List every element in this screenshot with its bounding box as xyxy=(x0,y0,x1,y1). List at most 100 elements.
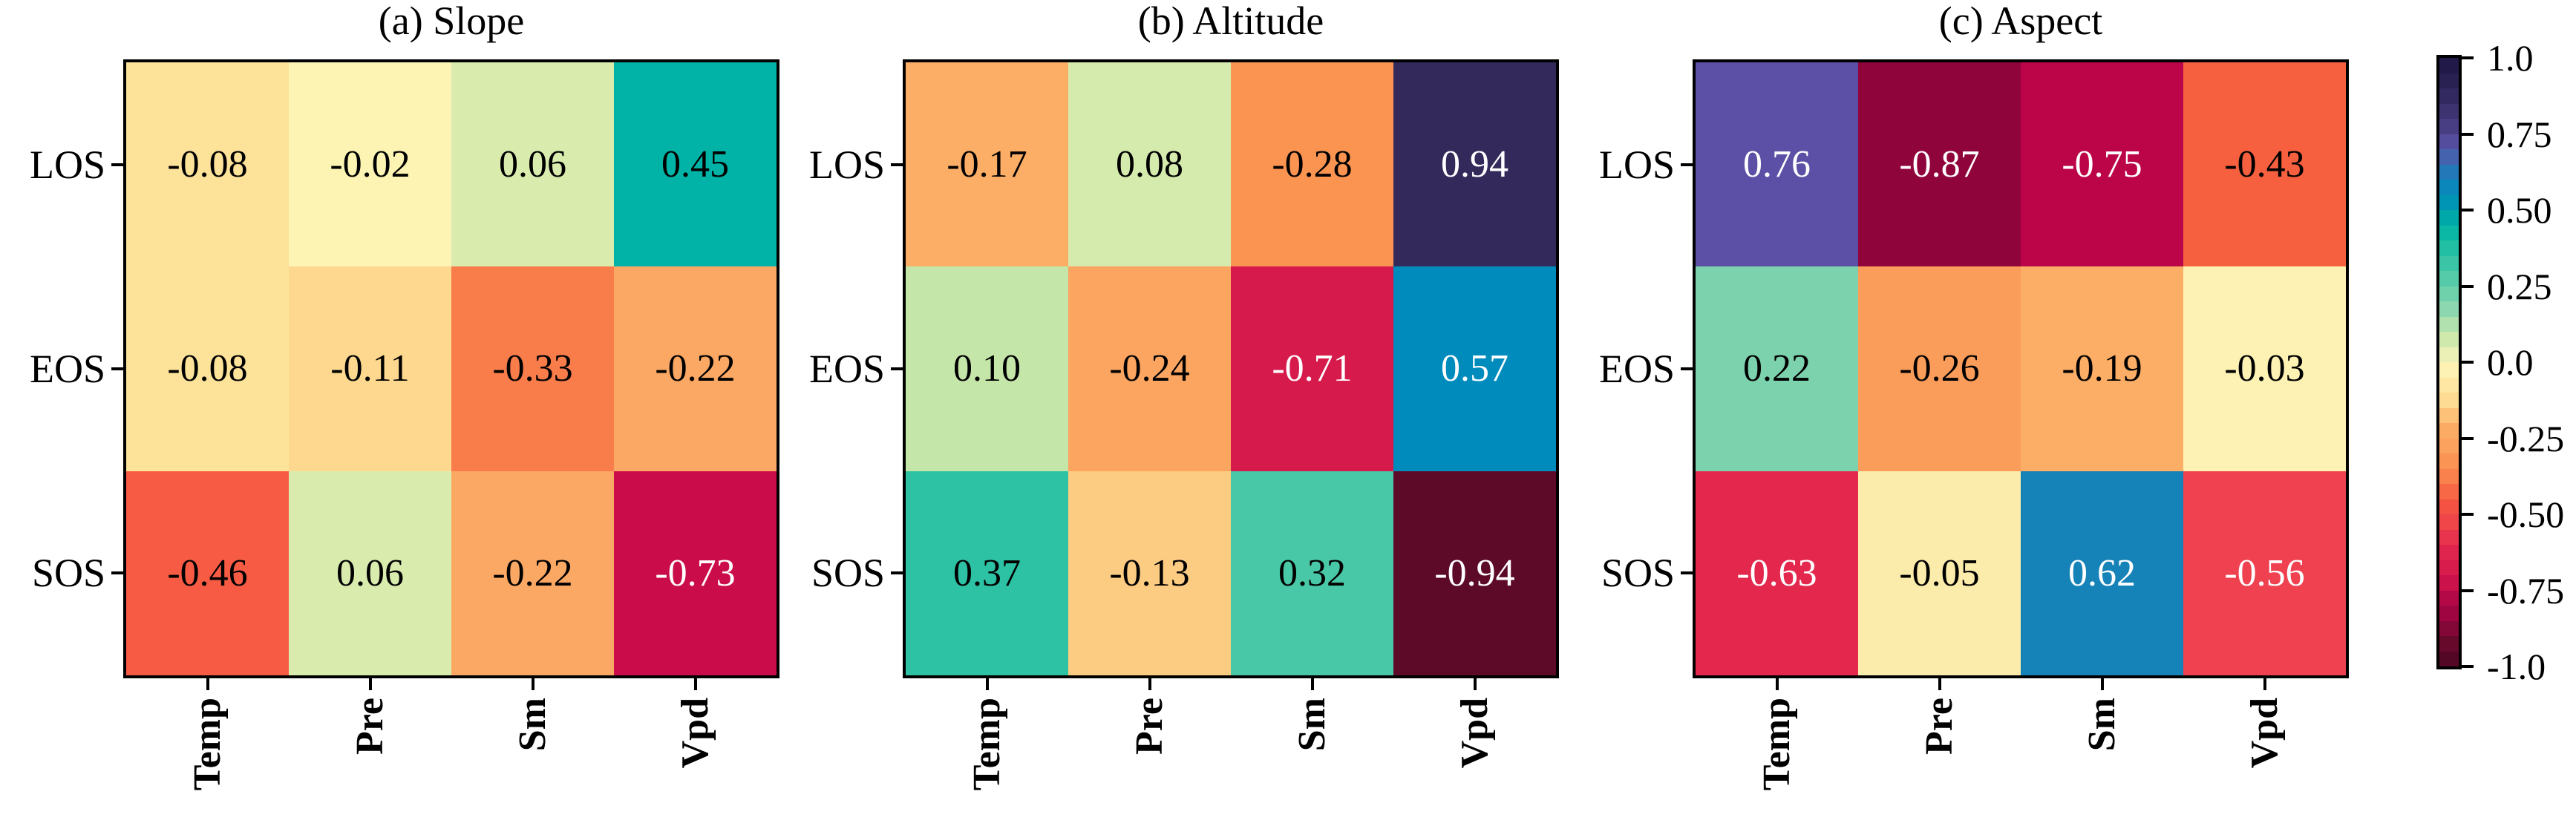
colorbar-segment xyxy=(2439,210,2459,226)
heatmap-cell: 0.06 xyxy=(451,62,614,267)
cell-value: -0.17 xyxy=(947,143,1027,186)
cell-value: -0.73 xyxy=(655,551,736,594)
colorbar-segment xyxy=(2439,560,2459,575)
colorbar-tick-label: -1.0 xyxy=(2487,646,2546,687)
cell-value: -0.02 xyxy=(330,143,411,186)
cell-value: 0.22 xyxy=(1743,347,1811,390)
colorbar-segment xyxy=(2439,240,2459,256)
x-tick-mark xyxy=(693,678,697,690)
cell-value: -0.08 xyxy=(167,347,248,390)
panel-title-slope: (a) Slope xyxy=(378,0,525,43)
colorbar-segment xyxy=(2439,499,2459,514)
cell-value: -0.56 xyxy=(2224,551,2305,594)
x-tick-label-sm: Sm xyxy=(1290,698,1333,752)
x-tick-label-temp: Temp xyxy=(965,698,1008,791)
colorbar-segment xyxy=(2439,271,2459,286)
colorbar-segment xyxy=(2439,606,2459,621)
cell-value: 0.76 xyxy=(1743,143,1811,186)
x-tick-mark xyxy=(2100,678,2104,690)
y-tick-label-sos: SOS xyxy=(811,551,885,596)
cell-value: 0.94 xyxy=(1441,143,1508,186)
colorbar-segment xyxy=(2439,529,2459,545)
x-tick-label-vpd: Vpd xyxy=(2243,698,2286,769)
colorbar-tick-label: 0.75 xyxy=(2487,113,2552,155)
cell-value: 0.32 xyxy=(1278,551,1346,594)
y-tick-label-los: LOS xyxy=(808,142,885,187)
heatmap-cell: 0.45 xyxy=(614,62,777,267)
colorbar-segment xyxy=(2439,362,2459,378)
x-tick-mark xyxy=(2263,678,2266,690)
colorbar-tick-label: 0.50 xyxy=(2487,189,2552,231)
heatmap-cell: -0.56 xyxy=(2183,471,2346,675)
colorbar-tick xyxy=(2462,284,2474,288)
y-tick-mark xyxy=(1681,571,1693,575)
heatmap-panel-altitude: -0.17 0.08 -0.28 0.94 0.10 -0.24 -0.71 0.57 0.37… xyxy=(903,59,1559,678)
colorbar-segment xyxy=(2439,636,2459,652)
cell-value: -0.05 xyxy=(1899,551,1980,594)
heatmap-panel-slope: -0.08 -0.02 0.06 0.45 -0.08 -0.11 -0.33 -0.22 -0… xyxy=(123,59,779,678)
x-tick-label-pre: Pre xyxy=(1128,698,1171,755)
cell-value: 0.10 xyxy=(953,347,1021,390)
cell-value: -0.33 xyxy=(492,347,573,390)
heatmap-cell: -0.33 xyxy=(451,266,614,471)
colorbar-segment xyxy=(2439,590,2459,606)
heatmap-cell: -0.08 xyxy=(126,62,289,267)
cell-value: -0.03 xyxy=(2224,347,2305,390)
heatmap-cell: -0.02 xyxy=(289,62,451,267)
heatmap-cell: 0.32 xyxy=(1231,471,1393,675)
colorbar-segment xyxy=(2439,453,2459,469)
cell-value: 0.37 xyxy=(953,551,1021,594)
colorbar-tick-label: -0.25 xyxy=(2487,417,2565,459)
x-tick-label-pre: Pre xyxy=(348,698,391,755)
cell-value: -0.63 xyxy=(1736,551,1817,594)
y-tick-mark xyxy=(111,367,123,370)
y-tick-label-los: LOS xyxy=(1598,142,1675,187)
colorbar-segment xyxy=(2439,332,2459,347)
cell-value: -0.26 xyxy=(1899,347,1980,390)
y-tick-label-eos: EOS xyxy=(29,347,105,391)
heatmap-cell: 0.37 xyxy=(906,471,1068,675)
heatmap-cell: 0.76 xyxy=(1696,62,1858,267)
x-tick-mark xyxy=(1148,678,1151,690)
colorbar-segment xyxy=(2439,164,2459,180)
heatmap-cell: 0.10 xyxy=(906,266,1068,471)
colorbar-tick xyxy=(2462,436,2474,440)
x-tick-mark xyxy=(206,678,209,690)
x-tick-label-vpd: Vpd xyxy=(673,698,716,769)
heatmap-cell: -0.75 xyxy=(2021,62,2183,267)
heatmap-cell: -0.13 xyxy=(1068,471,1231,675)
y-tick-label-los: LOS xyxy=(29,142,105,187)
cell-value: -0.22 xyxy=(655,347,736,390)
colorbar-tick xyxy=(2462,361,2474,364)
colorbar-segment xyxy=(2439,194,2459,210)
heatmap-cell: -0.03 xyxy=(2183,266,2346,471)
heatmap-cell: -0.63 xyxy=(1696,471,1858,675)
x-tick-label-sm: Sm xyxy=(511,698,554,752)
cell-value: 0.57 xyxy=(1441,347,1508,390)
colorbar-segment xyxy=(2439,468,2459,484)
heatmap-cell: -0.43 xyxy=(2183,62,2346,267)
y-tick-mark xyxy=(891,367,903,370)
colorbar-segment xyxy=(2439,484,2459,499)
colorbar-tick xyxy=(2462,589,2474,592)
y-tick-label-sos: SOS xyxy=(31,551,105,596)
heatmap-cell: -0.11 xyxy=(289,266,451,471)
heatmap-cell: 0.22 xyxy=(1696,266,1858,471)
cell-value: -0.43 xyxy=(2224,143,2305,186)
colorbar-tick xyxy=(2462,665,2474,668)
x-tick-mark xyxy=(368,678,372,690)
cell-value: 0.08 xyxy=(1116,143,1183,186)
colorbar-tick xyxy=(2462,56,2474,59)
cell-value: -0.13 xyxy=(1109,551,1190,594)
y-tick-mark xyxy=(111,571,123,575)
colorbar-tick xyxy=(2462,513,2474,516)
colorbar-tick-label: 1.0 xyxy=(2487,37,2534,79)
colorbar-segment xyxy=(2439,393,2459,408)
y-tick-mark xyxy=(891,571,903,575)
y-tick-mark xyxy=(1681,367,1693,370)
y-tick-label-eos: EOS xyxy=(808,347,885,391)
colorbar-segment xyxy=(2439,88,2459,104)
colorbar-segment xyxy=(2439,103,2459,119)
heatmap-cell: -0.71 xyxy=(1231,266,1393,471)
y-tick-mark xyxy=(891,163,903,166)
